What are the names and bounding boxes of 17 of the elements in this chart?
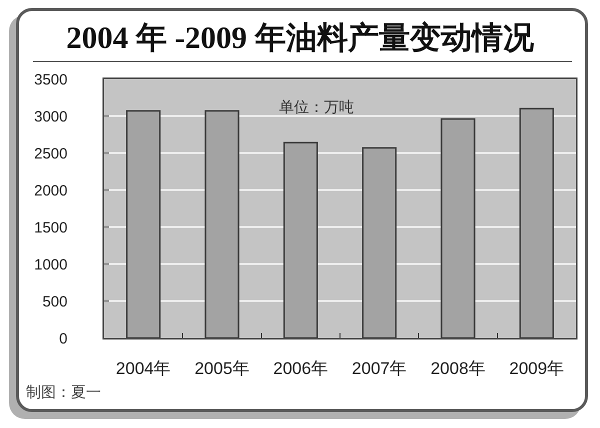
y-tick-label: 2500 bbox=[34, 145, 68, 162]
x-tick-label: 2006年 bbox=[273, 358, 328, 378]
y-tick-label: 1000 bbox=[34, 256, 68, 274]
y-tick-label: 500 bbox=[42, 293, 68, 310]
y-tick-label: 3500 bbox=[34, 71, 68, 88]
annotation: 单位：万吨 bbox=[279, 99, 354, 116]
x-tick-label: 2009年 bbox=[509, 358, 564, 378]
y-tick-label: 2000 bbox=[34, 182, 68, 200]
x-tick-label: 2008年 bbox=[430, 358, 486, 378]
y-tick-label: 1500 bbox=[34, 219, 68, 236]
y-tick-label: 3000 bbox=[34, 108, 68, 126]
y-tick-label: 0 bbox=[59, 330, 68, 348]
text: 制图：夏一 bbox=[26, 384, 101, 401]
x-tick-label: 2005年 bbox=[194, 358, 250, 378]
x-tick-label: 2007年 bbox=[352, 358, 407, 378]
chart-title: 2004 年 -2009 年油料产量变动情况 bbox=[66, 20, 535, 55]
x-tick-label: 2004年 bbox=[116, 358, 171, 378]
